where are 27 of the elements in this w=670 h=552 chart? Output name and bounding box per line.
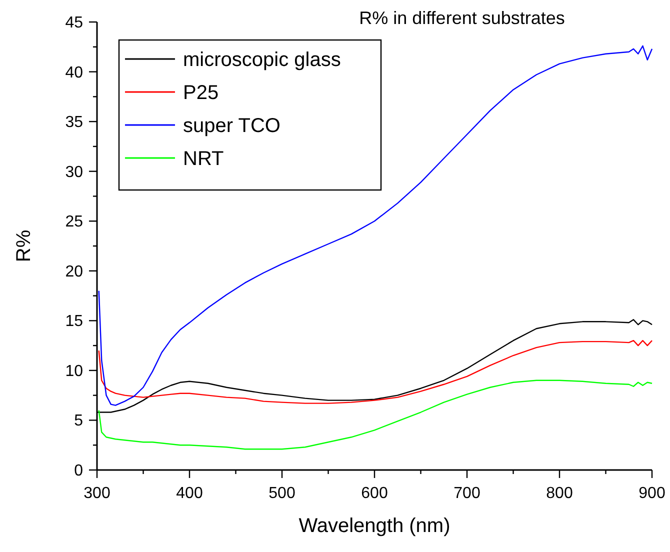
legend-label: super TCO <box>183 115 280 137</box>
x-tick-label: 900 <box>638 485 666 502</box>
y-tick-label: 20 <box>65 263 84 280</box>
y-tick-label: 5 <box>74 412 84 430</box>
y-tick-label: 35 <box>65 114 84 132</box>
y-tick-label: 25 <box>65 214 84 231</box>
line-series <box>98 340 653 404</box>
y-tick-label: 15 <box>65 313 84 330</box>
x-tick-label: 400 <box>176 485 203 502</box>
line-series <box>98 45 653 406</box>
chart-title: R% in different substrates <box>359 8 565 28</box>
y-tick-label: 0 <box>74 462 84 480</box>
y-tick-label: 10 <box>65 362 84 380</box>
y-tick-label: 45 <box>65 14 84 32</box>
y-axis-title: R% <box>13 230 35 262</box>
legend-label: microscopic glass <box>183 49 341 71</box>
x-tick-label: 500 <box>268 485 296 502</box>
x-tick-label: 300 <box>84 485 110 502</box>
x-tick-label: 700 <box>454 485 480 502</box>
x-axis-title: Wavelength (nm) <box>298 515 450 537</box>
x-tick-label: 800 <box>546 485 573 502</box>
line-series <box>98 380 653 450</box>
x-tick-label: 600 <box>361 485 388 502</box>
legend-label: P25 <box>183 82 219 104</box>
y-tick-label: 40 <box>65 64 84 82</box>
legend-label: NRT <box>183 148 224 170</box>
y-tick-label: 30 <box>65 164 84 181</box>
